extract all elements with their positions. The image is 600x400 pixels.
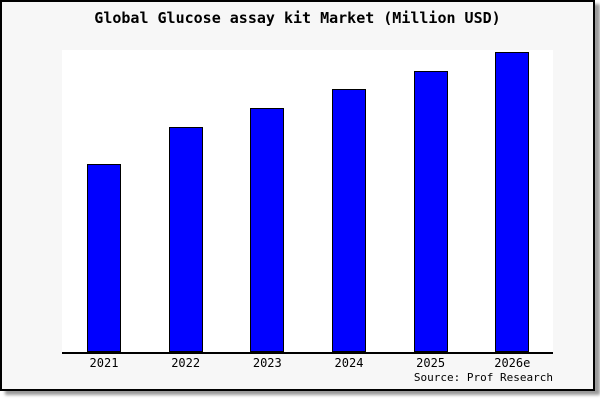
plot-area <box>62 50 553 354</box>
bar-2025 <box>413 71 448 352</box>
x-tick-label-2021: 2021 <box>89 356 119 370</box>
bar-2026e <box>495 52 530 352</box>
chart-card: Global Glucose assay kit Market (Million… <box>0 0 595 391</box>
chart-title: Global Glucose assay kit Market (Million… <box>94 9 501 27</box>
bar-2021 <box>87 163 121 352</box>
x-tick-label-2024: 2024 <box>334 356 364 370</box>
x-tick-label-2023: 2023 <box>252 356 282 370</box>
bar-2024 <box>331 88 366 352</box>
x-tick-label-2025: 2025 <box>416 356 446 370</box>
bar-2023 <box>250 107 285 352</box>
source-credit: Source: Prof Research <box>413 371 553 384</box>
x-tick-label-2022: 2022 <box>171 356 201 370</box>
x-tick-label-2026e: 2026e <box>494 356 531 370</box>
bar-2022 <box>168 127 203 352</box>
